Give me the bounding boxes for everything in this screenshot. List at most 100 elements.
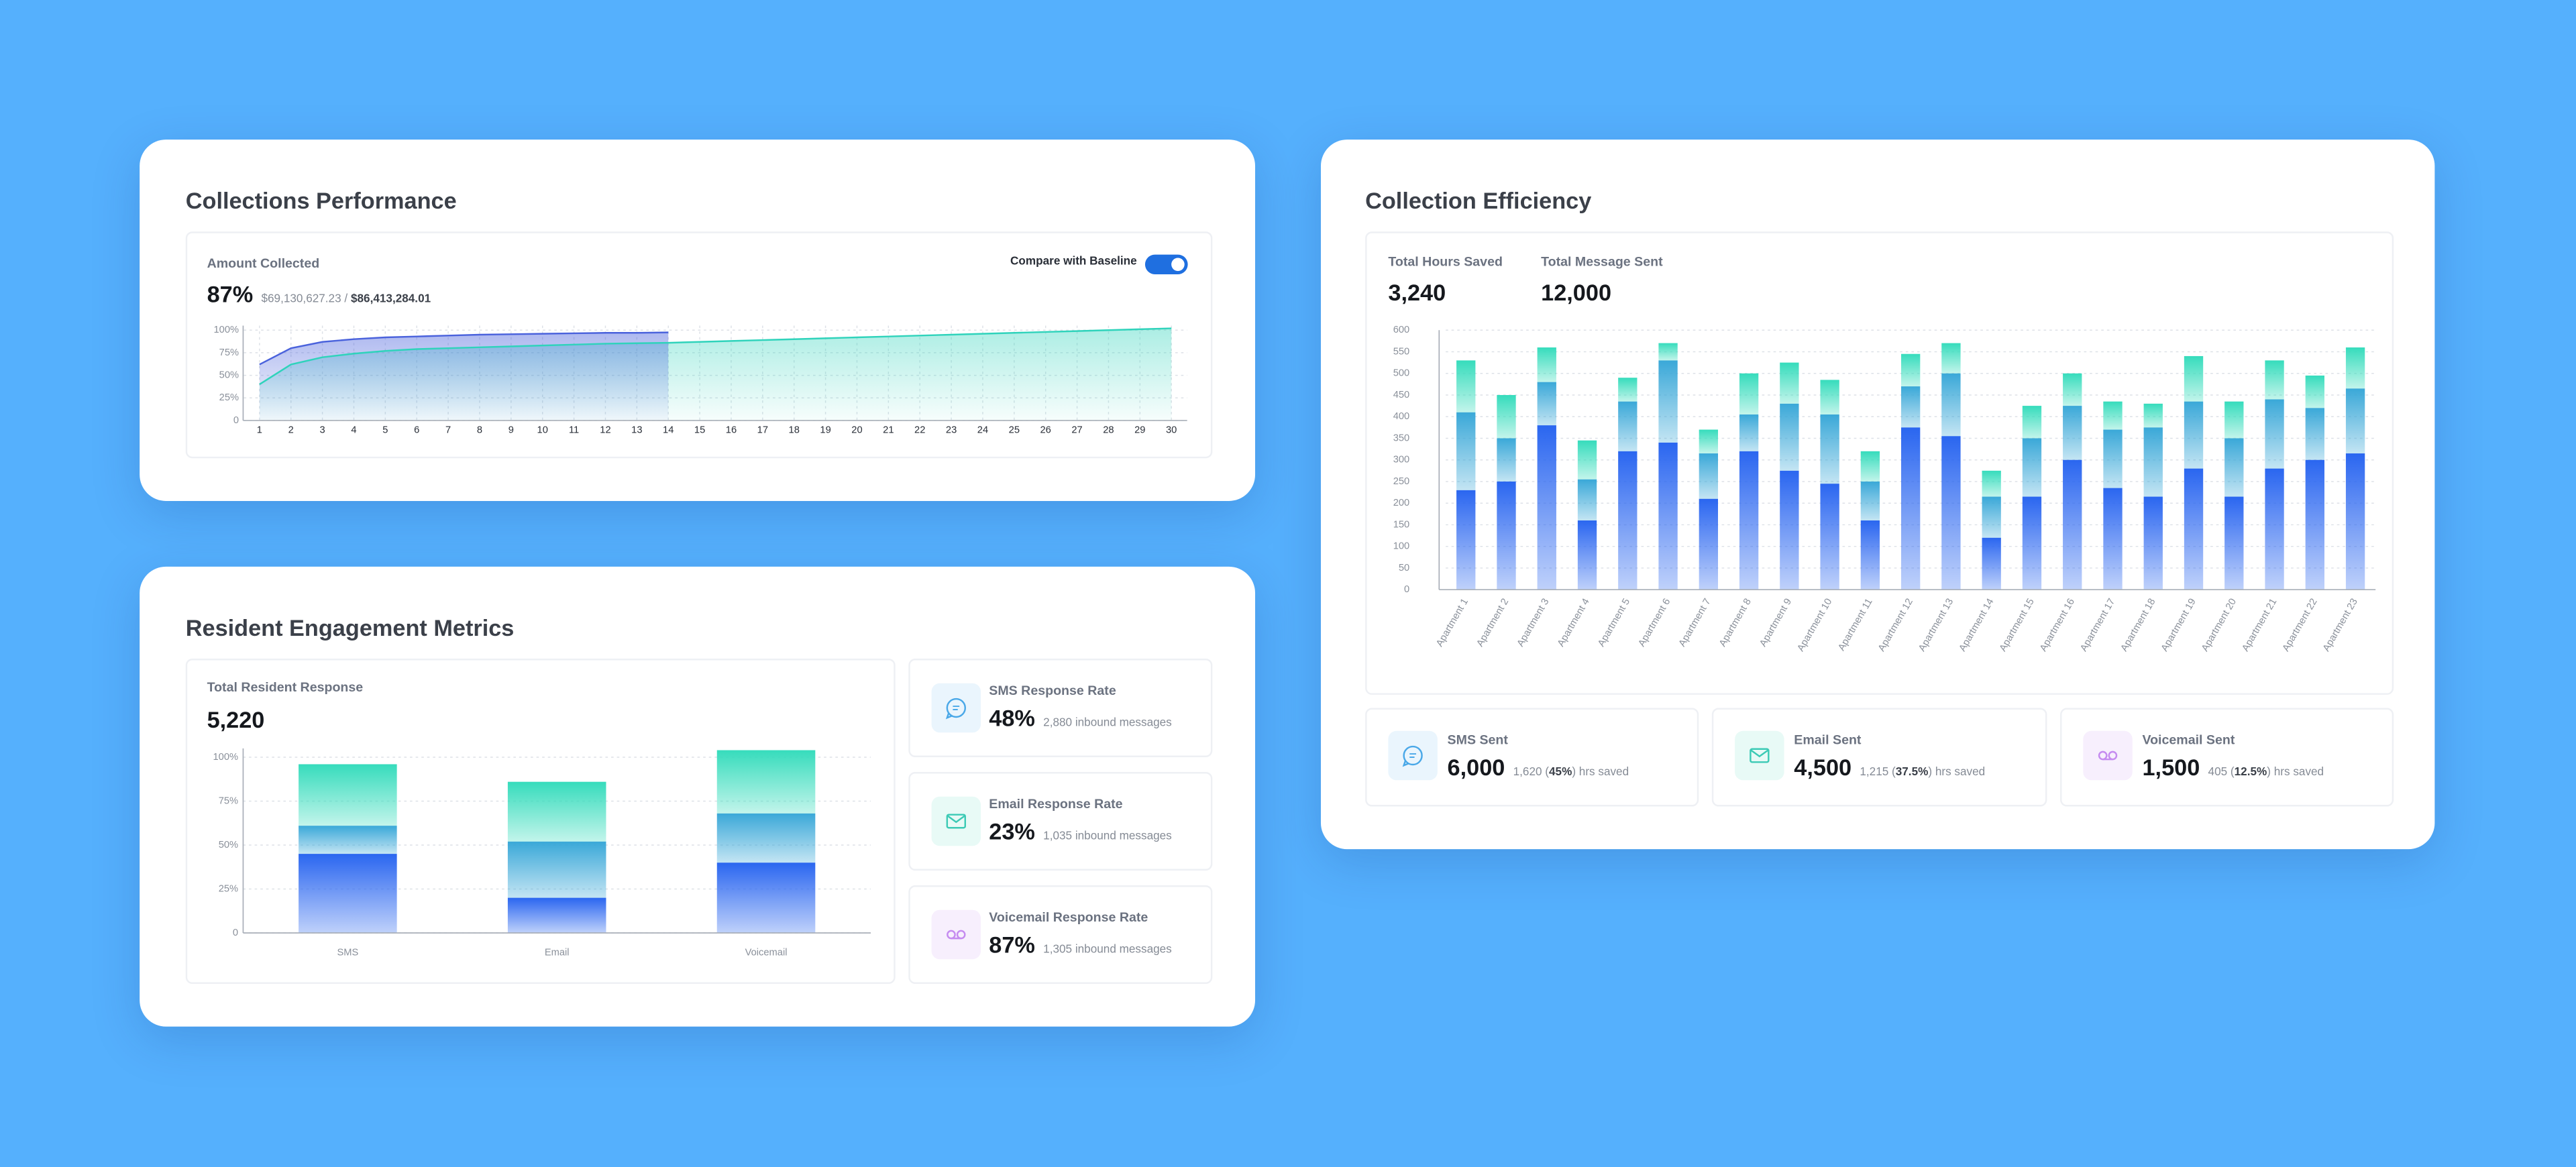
x-tick-label: Apartment 19 — [2159, 597, 2198, 653]
bar-segment — [1941, 373, 1961, 437]
bar-segment — [507, 897, 606, 934]
bar-segment — [1780, 403, 1799, 471]
bar-segment — [1618, 378, 1638, 402]
y-tick-label: 100% — [213, 752, 239, 763]
bar-segment — [2224, 401, 2244, 439]
stat-row: 48% 2,880 inbound messages — [989, 705, 1171, 731]
x-tick-label: 1 — [257, 425, 262, 436]
bar-segment — [1739, 451, 1759, 590]
x-tick-label: Apartment 10 — [1796, 597, 1835, 653]
bar-segment — [1577, 520, 1597, 590]
bar-segment — [1901, 353, 1921, 387]
bar-segment — [1860, 451, 1880, 482]
bar-segment — [2265, 468, 2284, 590]
bar-segment — [299, 826, 397, 854]
bar-segment — [716, 750, 816, 814]
bar-segment — [1941, 436, 1961, 590]
bar-segment — [2063, 373, 2082, 406]
y-tick-label: 200 — [1393, 498, 1410, 508]
x-tick-label: Apartment 2 — [1474, 597, 1511, 649]
icon-email — [931, 796, 981, 846]
metric-label: Total Hours Saved — [1388, 254, 1503, 270]
line — [259, 327, 1172, 386]
x-tick-label: 28 — [1103, 425, 1114, 436]
y-tick-label: 0 — [233, 928, 238, 938]
bar-segment — [2143, 403, 2163, 428]
x-tick-label: 14 — [663, 425, 674, 436]
bar-segment — [1577, 479, 1597, 521]
bar-segment — [1699, 429, 1718, 454]
bar-segment — [2103, 488, 2123, 590]
x-tick-label: SMS — [337, 947, 358, 958]
bar-segment — [1658, 343, 1678, 361]
x-tick-label: Apartment 17 — [2078, 597, 2117, 653]
y-tick-label: 100% — [214, 325, 239, 335]
x-tick-label: 29 — [1134, 425, 1145, 436]
x-tick-label: 22 — [914, 425, 925, 436]
stat-label: Email Response Rate — [989, 796, 1123, 812]
bar-segment — [1780, 362, 1799, 404]
bar-segment — [1618, 401, 1638, 451]
stat-label: Voicemail Response Rate — [989, 909, 1148, 925]
y-tick-label: 100 — [1393, 541, 1410, 552]
bar-segment — [2305, 375, 2324, 408]
toggle[interactable] — [1144, 254, 1188, 274]
bar-segment — [1699, 453, 1718, 499]
stat-value: 48% — [989, 704, 1035, 731]
stat-note: 405 (12.5%) hrs saved — [2208, 767, 2324, 779]
metric-row: 87% $69,130,627.23 / $86,413,284.01 — [207, 281, 431, 307]
bar-segment — [1658, 360, 1678, 443]
bar-segment — [1537, 425, 1556, 590]
stat-row: 6,000 1,620 (45%) hrs saved — [1448, 754, 1629, 780]
x-tick-label: 2 — [288, 425, 294, 436]
x-tick-label: 18 — [789, 425, 800, 436]
x-tick-label: Apartment 20 — [2200, 597, 2239, 653]
y-tick-label: 0 — [1404, 584, 1409, 595]
icon-voicemail — [2083, 730, 2133, 781]
x-tick-label: 21 — [883, 425, 894, 436]
bar-segment — [1456, 490, 1476, 590]
bar-segment — [1497, 394, 1516, 439]
bar-segment — [1820, 414, 1839, 484]
bar-segment — [2022, 406, 2042, 439]
x-tick-label: 25 — [1009, 425, 1020, 436]
metric-value: 12,000 — [1541, 279, 1612, 306]
icon-sms — [931, 683, 981, 733]
x-tick-label: Apartment 4 — [1556, 597, 1592, 649]
target: $86,413,284.01 — [350, 294, 431, 306]
y-tick-label: 75% — [219, 795, 238, 806]
x-tick-label: 3 — [320, 425, 325, 436]
x-tick-label: Apartment 9 — [1758, 597, 1794, 649]
bar-segment — [1982, 537, 2001, 590]
x-tick-label: 11 — [569, 425, 579, 436]
collected: $69,130,627.23 / — [261, 294, 348, 306]
y-tick-label: 400 — [1393, 411, 1410, 422]
y-tick-label: 300 — [1393, 455, 1410, 465]
x-tick-label: 16 — [726, 425, 737, 436]
bar-segment — [507, 841, 606, 898]
bar-segment — [2345, 347, 2365, 389]
y-tick-label: 250 — [1393, 476, 1410, 487]
stat-card — [1365, 708, 1699, 807]
bar-segment — [2305, 408, 2324, 460]
share: 45% — [1549, 767, 1572, 779]
x-tick-label: 6 — [414, 425, 419, 436]
stat-note: 2,880 inbound messages — [1043, 718, 1172, 730]
x-tick-label: 5 — [382, 425, 388, 436]
bar-segment — [1780, 470, 1799, 590]
stat-value: 23% — [989, 818, 1035, 844]
bar-segment — [1982, 470, 2001, 497]
bar-segment — [2184, 355, 2204, 402]
stat-label: Voicemail Sent — [2142, 732, 2235, 748]
bar-segment — [2265, 399, 2284, 469]
x-tick-label: Apartment 5 — [1596, 597, 1632, 649]
icon-sms — [1388, 730, 1438, 781]
x-tick-label: Apartment 8 — [1717, 597, 1754, 649]
metric-label: Total Message Sent — [1541, 254, 1663, 270]
bar-segment — [2063, 459, 2082, 590]
y-tick-label: 25% — [219, 883, 238, 894]
suffix: ) hrs saved — [1928, 767, 1986, 779]
y-tick-label: 550 — [1393, 346, 1410, 357]
stat-row: 23% 1,035 inbound messages — [989, 818, 1171, 844]
